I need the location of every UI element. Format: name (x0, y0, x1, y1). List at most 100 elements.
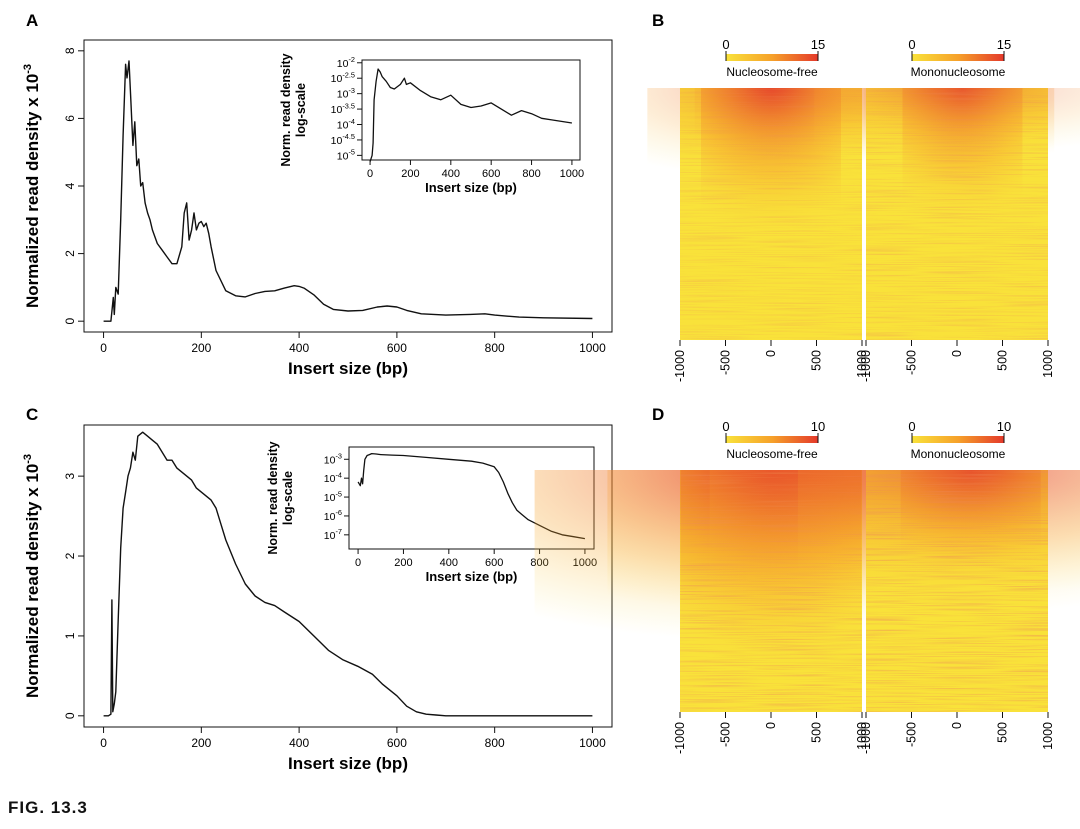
colorbar-max-label: 10 (997, 419, 1011, 434)
heatmap-x-tick-label: -500 (719, 722, 733, 747)
inset-x-tick-label: 200 (401, 168, 419, 180)
inset-y-tick-label: 10-2 (337, 55, 355, 70)
inset-y-tick-label: 10-4 (337, 117, 355, 132)
heatmap-x-tick-label: 0 (950, 722, 964, 729)
heatmap-x-tick-label: 1000 (855, 350, 869, 378)
y-tick-label: 6 (63, 115, 77, 122)
y-tick-label: 2 (63, 250, 77, 257)
y-tick-label: 2 (63, 552, 77, 559)
colorbar (912, 436, 1004, 443)
inset-x-tick-label: 400 (440, 557, 458, 569)
x-tick-label: 1000 (579, 341, 606, 355)
inset-series-line (357, 452, 586, 540)
x-axis-label: Insert size (bp) (288, 359, 408, 378)
inset-y-axis-label: Norm. read density (279, 53, 293, 166)
panel-letter-d: D (652, 405, 664, 424)
heatmap-x-tick-label: -500 (905, 722, 919, 747)
colorbar-max-label: 15 (997, 37, 1011, 52)
inset-x-tick-label: 0 (367, 168, 373, 180)
x-tick-label: 200 (191, 341, 211, 355)
heatmap-x-tick-label: 500 (996, 350, 1010, 371)
plot-frame (83, 39, 613, 333)
heatmap-noise (866, 88, 1048, 340)
heatmap-x-tick-label: 1000 (1041, 350, 1055, 378)
heatmap-x-tick-label: 1000 (855, 722, 869, 750)
inset-y-tick-label: 10-4 (324, 470, 342, 485)
inset-x-tick-label: 800 (522, 168, 540, 180)
inset-y-tick-label: 10-5 (337, 148, 355, 163)
x-axis-label: Insert size (bp) (288, 754, 408, 773)
chart-a: 0 200 400 600 800 1000 0 2 4 6 8 Insert size (bp) No… (22, 39, 613, 378)
colorbar-min-label: 0 (908, 37, 915, 52)
heatmap-x-tick-label: -1000 (673, 722, 687, 754)
inset-y-axis-label: log-scale (281, 471, 295, 525)
heatmap-x-tick-label: 500 (810, 350, 824, 371)
heatmap-panel-label: Mononucleosome (911, 65, 1006, 79)
panel-letter-b: B (652, 11, 664, 30)
chart-c: 0 200 400 600 800 1000 0 1 2 3 Insert size (bp) Nor… (22, 424, 613, 773)
x-tick-label: 600 (387, 736, 407, 750)
x-tick-label: 400 (289, 341, 309, 355)
inset-series-line (369, 68, 572, 162)
inset-y-tick-label: 10-5 (324, 489, 342, 504)
inset-y-tick-label: 10-3 (324, 452, 342, 467)
inset-x-tick-label: 600 (482, 168, 500, 180)
heatmap-x-tick-label: 1000 (1041, 722, 1055, 750)
heatmap-x-tick-label: 500 (996, 722, 1010, 743)
heatmap-b: 0 15 Nucleosome-free -1000 -500 0 500 1000 0 15 Mo… (647, 37, 1080, 382)
colorbar-min-label: 0 (908, 419, 915, 434)
inset-y-axis-label: log-scale (294, 83, 308, 137)
heatmap-x-tick-label: 0 (950, 350, 964, 357)
inset-frame (361, 59, 581, 161)
x-tick-label: 1000 (579, 736, 606, 750)
x-tick-label: 800 (485, 341, 505, 355)
y-tick-label: 8 (63, 47, 77, 54)
heatmap-panel-label: Nucleosome-free (726, 65, 818, 79)
x-tick-label: 800 (485, 736, 505, 750)
heatmap-x-tick-label: -500 (719, 350, 733, 375)
inset-y-tick-label: 10-3 (337, 86, 355, 101)
y-tick-label: 3 (63, 472, 77, 479)
plot-frame (83, 424, 613, 728)
y-axis-label: Normalized read density x 10-3 (22, 64, 42, 308)
heatmap-x-tick-label: -1000 (859, 350, 873, 382)
inset-y-axis-label: Norm. read density (266, 441, 280, 554)
heatmap-x-tick-label: -1000 (859, 722, 873, 754)
colorbar-max-label: 10 (811, 419, 825, 434)
heatmap-panel-label: Mononucleosome (911, 447, 1006, 461)
colorbar-min-label: 0 (722, 419, 729, 434)
inset-y-tick-label: 10-6 (324, 508, 342, 523)
inset-x-axis-label: Insert size (bp) (426, 569, 518, 584)
series-line (103, 60, 593, 322)
y-tick-label: 0 (63, 712, 77, 719)
inset-x-tick-label: 200 (394, 557, 412, 569)
y-axis-label: Normalized read density x 10-3 (22, 454, 42, 698)
inset-x-tick-label: 400 (442, 168, 460, 180)
x-tick-label: 0 (100, 341, 107, 355)
x-tick-label: 200 (191, 736, 211, 750)
inset-x-tick-label: 1000 (560, 168, 584, 180)
heatmap-x-tick-label: 0 (764, 350, 778, 357)
heatmap-noise (866, 470, 1048, 712)
colorbar-max-label: 15 (811, 37, 825, 52)
y-tick-label: 4 (63, 182, 77, 189)
heatmap-x-tick-label: -500 (905, 350, 919, 375)
inset-x-tick-label: 0 (355, 557, 361, 569)
x-tick-label: 0 (100, 736, 107, 750)
heatmap-panel-label: Nucleosome-free (726, 447, 818, 461)
panel-letter-c: C (26, 405, 38, 424)
inset-x-tick-label: 600 (485, 557, 503, 569)
colorbar (726, 436, 818, 443)
x-tick-label: 400 (289, 736, 309, 750)
colorbar (912, 54, 1004, 61)
panel-letter-a: A (26, 11, 38, 30)
y-tick-label: 1 (63, 632, 77, 639)
inset-y-tick-label: 10-4.5 (331, 132, 355, 147)
inset-y-tick-label: 10-2.5 (331, 70, 355, 85)
inset-y-tick-label: 10-3.5 (331, 101, 355, 116)
heatmap-d: 0 10 Nucleosome-free -1000 -500 0 500 1000 0 10 Mo… (534, 419, 1080, 754)
inset-y-tick-label: 10-7 (324, 527, 342, 542)
series-line (103, 431, 593, 717)
y-tick-label: 0 (63, 318, 77, 325)
